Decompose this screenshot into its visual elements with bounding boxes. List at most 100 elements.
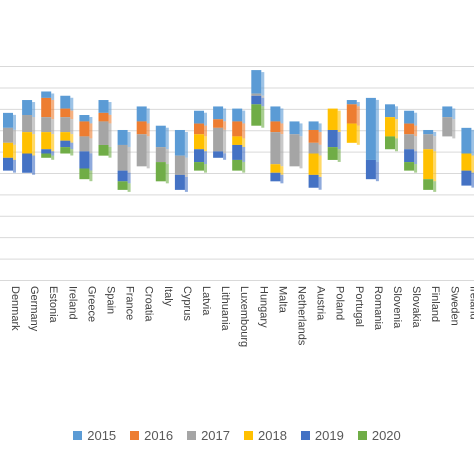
- bar-segment: [308, 142, 319, 154]
- bar-segment-side: [13, 144, 16, 160]
- bar-segment-side: [280, 123, 284, 135]
- bar-segment: [442, 117, 453, 137]
- x-tick-label: Austria: [315, 286, 327, 321]
- bar-segment: [60, 147, 71, 154]
- x-tick-label: Netherlands: [296, 286, 308, 346]
- legend: 2015 2016 2017 2018 2019 2020: [0, 424, 474, 446]
- x-tick-label: Greece: [85, 286, 97, 322]
- bar-segment-side: [70, 110, 74, 120]
- bar-segment-side: [375, 99, 379, 162]
- bar-segment: [41, 91, 52, 98]
- bar-segment: [213, 106, 224, 120]
- bar-segment: [232, 136, 243, 145]
- x-tick-label: Germany: [28, 286, 40, 332]
- bar-segment: [404, 110, 415, 124]
- bar-segment: [251, 95, 262, 105]
- bar-segment-side: [433, 151, 437, 182]
- bar-segment: [98, 112, 109, 122]
- legend-item: 2016: [130, 428, 173, 443]
- bar-segment-side: [89, 170, 93, 182]
- legend-label: 2016: [144, 427, 174, 443]
- bar-segment: [213, 127, 224, 152]
- bar-segment-side: [299, 123, 303, 137]
- x-tick-label: Finland: [429, 286, 441, 322]
- bar-segment: [194, 149, 204, 163]
- bar-segment: [117, 129, 128, 145]
- legend-item: 2019: [300, 428, 344, 443]
- bar-segment: [79, 115, 90, 122]
- bar-segment-side: [51, 99, 55, 120]
- bar-segment: [174, 129, 185, 156]
- bar-segment: [385, 104, 395, 118]
- bar-segment: [41, 149, 52, 154]
- bar-segment: [346, 123, 357, 143]
- bar-segment-side: [223, 153, 227, 160]
- bar-segment: [3, 157, 13, 171]
- legend-swatch: [187, 430, 197, 440]
- bar-segment: [270, 172, 281, 182]
- bar-segment: [22, 153, 33, 173]
- bar-segment-side: [146, 108, 150, 124]
- bar-segment: [251, 93, 262, 96]
- bar-segment-side: [165, 149, 169, 165]
- bar-segment-side: [280, 134, 284, 167]
- bar-segment-side: [127, 146, 131, 173]
- x-tick-label: Denmark: [9, 286, 21, 331]
- bar-segment: [308, 129, 319, 143]
- bar-segment-side: [261, 95, 265, 98]
- bar-segment-side: [204, 136, 207, 152]
- bar-segment: [423, 179, 434, 190]
- bar-segment-side: [318, 155, 322, 177]
- bar-segment: [251, 104, 262, 126]
- bar-segment-side: [395, 106, 398, 120]
- bar-segment: [270, 106, 281, 122]
- legend-item: 2015: [73, 428, 116, 443]
- bar-segment-side: [108, 114, 112, 124]
- bar-segment-side: [108, 102, 112, 115]
- legend-swatch: [244, 430, 253, 440]
- bar-segment: [98, 121, 109, 145]
- bar-segment: [194, 134, 204, 150]
- bar-segment-side: [414, 125, 418, 137]
- bar-segment-side: [280, 166, 284, 175]
- bar-segment-side: [204, 151, 207, 165]
- bar-segment: [423, 129, 434, 135]
- bar-segment: [174, 155, 185, 175]
- bar-segment: [385, 117, 395, 137]
- bar-segment-side: [51, 93, 55, 100]
- bar-segment: [442, 106, 453, 118]
- bar-segment-side: [280, 174, 284, 184]
- bar-segment: [41, 97, 52, 118]
- bar-segment-side: [223, 129, 227, 154]
- bar-segment-side: [165, 164, 169, 184]
- bar-segment: [423, 149, 434, 180]
- bar-segment-side: [471, 155, 474, 173]
- bar-segment-side: [127, 131, 131, 147]
- bar-segment: [194, 162, 204, 171]
- bar-segment-side: [261, 72, 265, 96]
- bar-segment-side: [318, 144, 322, 156]
- bar-segment: [136, 106, 147, 122]
- bar-segment: [136, 134, 147, 167]
- bar-segment-side: [318, 176, 322, 190]
- bar-segment-side: [204, 164, 207, 173]
- bar-segment: [60, 95, 71, 109]
- bar-segment: [41, 117, 52, 133]
- x-tick-label: Luxembourg: [238, 286, 250, 347]
- bar-segment-side: [127, 183, 131, 192]
- x-axis-labels: Denmark Germany Estonia Ireland Greece Spain F…: [9, 286, 474, 347]
- x-tick-label: Lithuania: [219, 286, 231, 332]
- bar-segment: [461, 127, 472, 154]
- bar-segment: [308, 153, 319, 175]
- legend-item: 2017: [187, 428, 230, 443]
- bar-segment-side: [318, 131, 322, 145]
- bar-segment: [3, 127, 13, 143]
- x-tick-label: Poland: [334, 286, 346, 320]
- bar-segment-side: [242, 138, 246, 147]
- x-tick-label: Slovenia: [391, 286, 403, 329]
- bar-segment-side: [261, 106, 265, 128]
- x-tick-label: Estonia: [47, 286, 59, 324]
- bar-segment: [404, 149, 415, 163]
- bar-segment: [308, 174, 319, 188]
